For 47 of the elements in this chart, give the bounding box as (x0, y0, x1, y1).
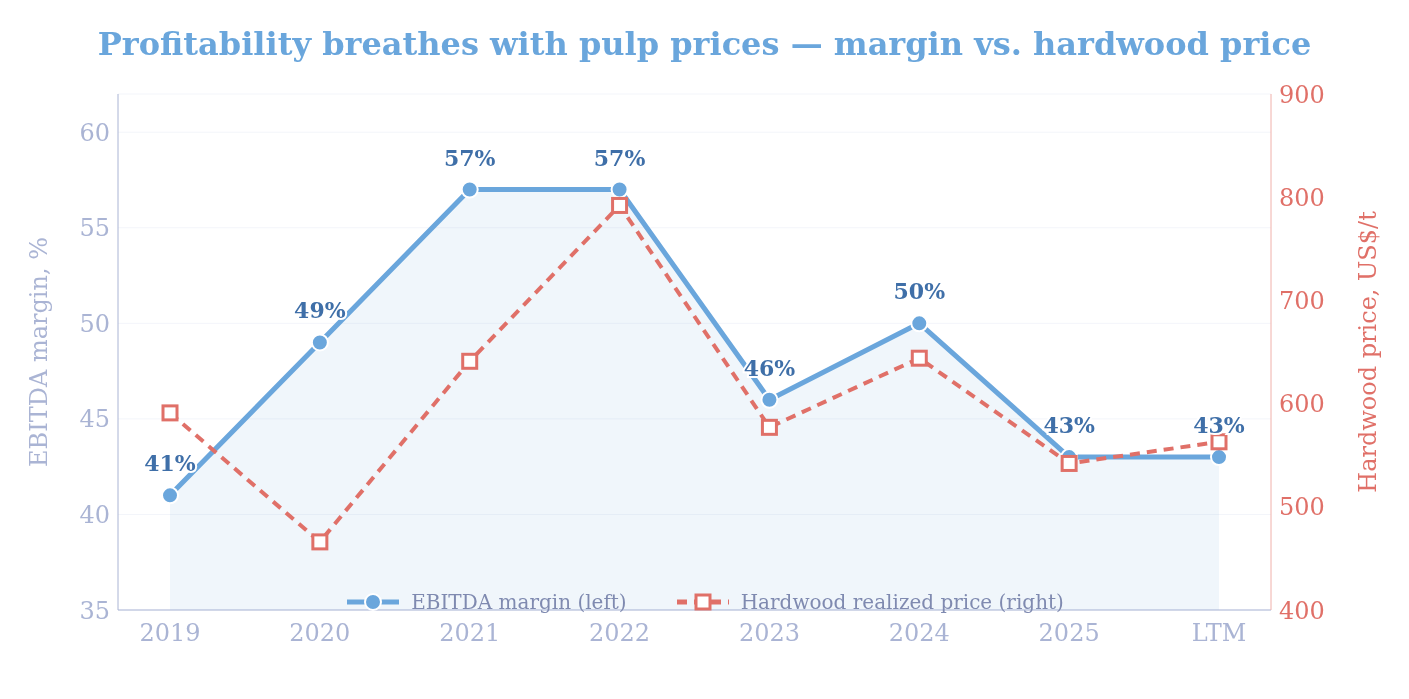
y2-tick-label: 400 (1279, 596, 1325, 625)
point (310, 333, 329, 352)
x-tick-label: 2022 (589, 619, 651, 648)
x-tick-label: 2023 (738, 619, 800, 648)
data-label: 57% (593, 144, 646, 171)
y-tick-label: 50 (79, 309, 110, 338)
data-label: 50% (893, 278, 946, 305)
x-tick-label: 2021 (439, 619, 501, 648)
point (161, 486, 179, 505)
point (910, 349, 928, 367)
x-tick-label: 2025 (1038, 619, 1100, 648)
point (461, 352, 479, 370)
point (311, 533, 329, 551)
legend-label: Hardwood realized price (right) (740, 590, 1064, 614)
point (1060, 454, 1078, 472)
point (760, 418, 778, 436)
y-tick-label: 40 (79, 500, 110, 529)
y-tick-label: 60 (79, 118, 110, 147)
point (610, 180, 629, 199)
y2-axis-title: Hardwood price, US$/t (1353, 210, 1382, 493)
y2-tick-label: 700 (1279, 286, 1325, 315)
data-label: 41% (144, 450, 196, 477)
x-tick-label: 2019 (139, 619, 201, 648)
point (910, 314, 929, 333)
data-label: 43% (1043, 412, 1095, 439)
point (460, 180, 479, 199)
y2-tick-label: 900 (1279, 80, 1325, 109)
point (161, 404, 179, 422)
point (760, 390, 779, 409)
data-label: 57% (443, 144, 496, 171)
point (1210, 433, 1228, 451)
x-tick-label: 2024 (888, 619, 950, 648)
data-label: 43% (1193, 412, 1245, 439)
y-tick-label: 35 (79, 596, 110, 625)
point (611, 196, 629, 214)
x-tick-label: 2020 (289, 619, 351, 648)
chart-title: Profitability breathes with pulp prices — margin vs. hardwood price (96, 24, 1313, 65)
y2-tick-label: 500 (1279, 493, 1325, 522)
y2-tick-label: 600 (1279, 390, 1325, 419)
point (1210, 448, 1228, 467)
y2-tick-label: 800 (1279, 183, 1325, 212)
y-tick-label: 45 (79, 405, 110, 434)
legend-label: EBITDA margin (left) (411, 590, 627, 614)
x-tick-label: LTM (1191, 619, 1247, 648)
y-axis-title: EBITDA margin, % (24, 237, 53, 467)
data-label: 49% (294, 297, 346, 324)
y-tick-label: 55 (79, 214, 110, 243)
